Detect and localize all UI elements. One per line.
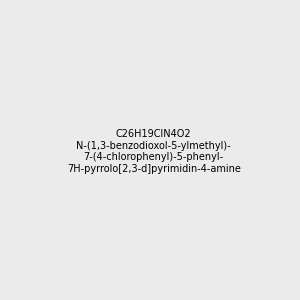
Text: C26H19ClN4O2
N-(1,3-benzodioxol-5-ylmethyl)-
7-(4-chlorophenyl)-5-phenyl-
7H-pyr: C26H19ClN4O2 N-(1,3-benzodioxol-5-ylmeth… (67, 129, 241, 174)
